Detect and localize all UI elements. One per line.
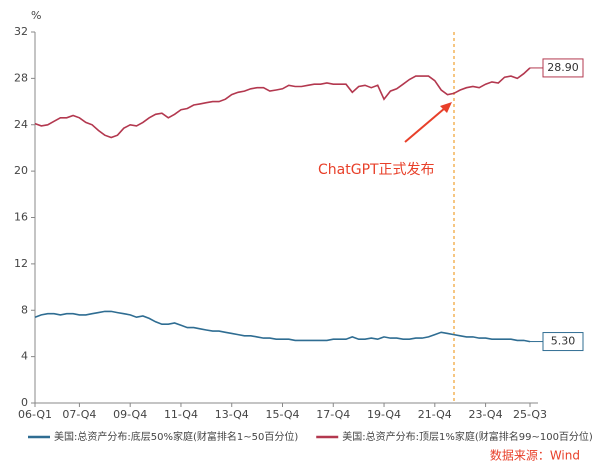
y-axis-label: % [31,9,41,22]
y-tick-label: 28 [14,71,28,84]
value-label-box [542,58,584,78]
annotation-arrow [404,107,446,143]
x-tick-label: 25-Q3 [513,408,547,421]
x-tick-label: 15-Q4 [265,408,299,421]
y-tick-label: 12 [14,257,28,270]
y-tick-label: 8 [21,303,28,316]
y-tick-label: 16 [14,211,28,224]
x-tick-label: 21-Q4 [418,408,452,421]
y-tick-label: 0 [21,396,28,409]
legend-label: 美国:总资产分布:底层50%家庭(财富排名1~50百分位) [54,430,298,443]
x-tick-label: 09-Q4 [113,408,147,421]
series-line [34,67,531,139]
series-line [34,310,531,343]
annotation: ChatGPT正式发布 [318,162,435,178]
source: 数据来源：Wind [490,448,580,463]
value-label: 28.90 [547,61,579,74]
x-tick-label: 23-Q4 [469,408,503,421]
y-tick-label: 4 [21,350,28,363]
x-tick-label: 06-Q1 [18,408,52,421]
y-tick-label: 20 [14,164,28,177]
x-tick-label: 13-Q4 [215,408,249,421]
value-label-box [542,332,584,352]
value-label: 5.30 [551,335,576,348]
arrow-head [440,102,452,113]
x-tick-label: 11-Q4 [164,408,198,421]
y-tick-label: 24 [14,118,28,131]
x-tick-label: 19-Q4 [367,408,401,421]
y-tick-label: 32 [14,25,28,38]
x-tick-label: 07-Q4 [62,408,96,421]
legend-label: 美国:总资产分布:顶层1%家庭(财富排名99~100百分位) [342,430,593,443]
x-tick-label: 17-Q4 [316,408,350,421]
